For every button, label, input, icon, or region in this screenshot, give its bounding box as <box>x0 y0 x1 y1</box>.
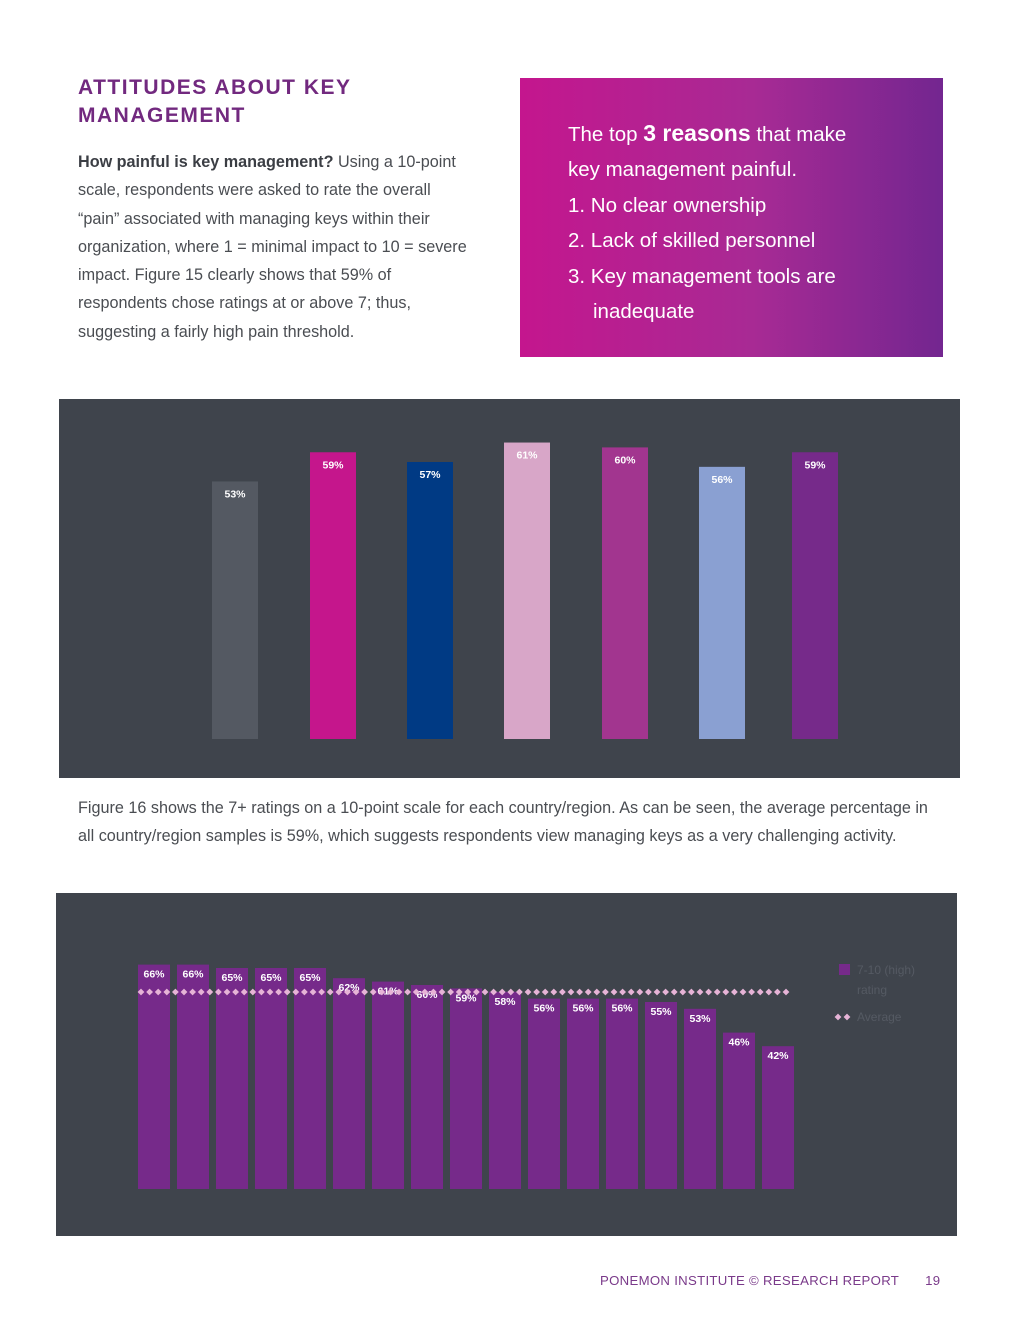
footer-text: PONEMON INSTITUTE © RESEARCH REPORT <box>600 1273 900 1288</box>
figure16-bar <box>216 968 248 1189</box>
figure16-bar <box>567 998 599 1189</box>
figure16-bar <box>528 998 560 1189</box>
figure16-value-label: 65% <box>260 972 282 984</box>
figure16-value-label: 65% <box>299 972 321 984</box>
figure15-value-label: 59% <box>322 459 344 471</box>
figure16-bar <box>684 1008 716 1189</box>
callout-item3: 3. Key management tools are <box>568 264 836 288</box>
callout-item1: 1. No clear ownership <box>568 193 767 217</box>
legend-swatch-rating <box>839 964 850 975</box>
figure16-bar <box>762 1046 794 1189</box>
figure15-bar <box>407 461 453 739</box>
figure16-bar <box>411 985 443 1189</box>
figure15-bar <box>310 452 356 739</box>
figure16-bar <box>645 1002 677 1189</box>
callout-line1-bold: 3 reasons <box>643 120 751 146</box>
figure15-bar <box>212 481 258 739</box>
figure15-value-label: 61% <box>516 450 538 462</box>
figure15-bar <box>699 466 745 739</box>
figure16-value-label: 55% <box>650 1006 672 1018</box>
figure16-value-label: 56% <box>611 1003 633 1015</box>
figure15-bar <box>792 452 838 739</box>
figure16-bar <box>606 998 638 1189</box>
section-title: ATTITUDES ABOUT KEY MANAGEMENT <box>78 74 478 130</box>
figure16-value-label: 65% <box>221 972 243 984</box>
figure16-value-label: 58% <box>494 996 516 1008</box>
figure16-chart: 66%66%65%65%65%62%61%60%59%58%56%56%56%5… <box>56 893 957 1236</box>
figure16-value-label: 56% <box>533 1003 555 1015</box>
figure16-bar <box>333 978 365 1189</box>
figure15-bar <box>602 447 648 739</box>
figure15-chart: 53% 59% 57% 61% 60% 56% 59% <box>59 399 960 778</box>
intro-text: Using a 10-point scale, respondents were… <box>78 153 467 341</box>
section-title-line1: ATTITUDES ABOUT KEY <box>78 76 352 99</box>
page-number: 19 <box>925 1273 941 1288</box>
figure15-value-label: 60% <box>614 454 636 466</box>
legend-label-rating: 7-10 (high) <box>857 963 915 977</box>
intro-lead: How painful is key management? <box>78 153 334 171</box>
callout-line1: The top 3 reasons that make <box>568 116 923 152</box>
legend-label-average: Average <box>857 1010 902 1024</box>
figure16-value-label: 53% <box>689 1013 711 1025</box>
figure15-value-label: 59% <box>804 459 826 471</box>
callout-box: The top 3 reasons that make key manageme… <box>520 78 943 357</box>
figure16-value-label: 66% <box>143 969 165 981</box>
callout-line1-post: that make <box>750 123 847 146</box>
figure16-bar <box>255 968 287 1189</box>
figure15-svg: 53% 59% 57% 61% 60% 56% 59% <box>212 442 838 739</box>
figure16-bar <box>138 964 170 1189</box>
section-title-line2: MANAGEMENT <box>78 104 246 127</box>
callout-line2: key management painful. <box>568 158 798 182</box>
figure16-bar <box>450 988 482 1189</box>
figure16-bar <box>294 968 326 1189</box>
figure16-bar <box>372 981 404 1189</box>
figure16-svg: 66%66%65%65%65%62%61%60%59%58%56%56%56%5… <box>137 963 915 1189</box>
figure16-value-label: 46% <box>728 1037 750 1049</box>
figure16-bar <box>489 991 521 1189</box>
legend-label-rating-cont: rating <box>857 983 887 997</box>
figure16-value-label: 56% <box>572 1003 594 1015</box>
figure15-bar <box>504 442 550 739</box>
figure16-value-label: 59% <box>455 992 477 1004</box>
callout-line1-pre: The top <box>568 123 644 146</box>
figure16-paragraph: Figure 16 shows the 7+ ratings on a 10-p… <box>78 799 928 846</box>
intro-paragraph: How painful is key management? Using a 1… <box>78 148 473 346</box>
figure16-value-label: 42% <box>767 1050 789 1062</box>
page-footer: PONEMON INSTITUTE © RESEARCH REPORT 19 <box>600 1273 940 1288</box>
figure15-value-label: 56% <box>711 474 733 486</box>
callout-item3-cont: inadequate <box>593 300 695 324</box>
callout-item2: 2. Lack of skilled personnel <box>568 229 816 253</box>
figure16-bar <box>723 1032 755 1189</box>
figure15-value-label: 57% <box>419 469 441 481</box>
figure15-value-label: 53% <box>224 488 246 500</box>
figure16-bar <box>177 964 209 1189</box>
legend-swatch-average <box>834 1013 851 1021</box>
figure16-value-label: 66% <box>182 969 204 981</box>
